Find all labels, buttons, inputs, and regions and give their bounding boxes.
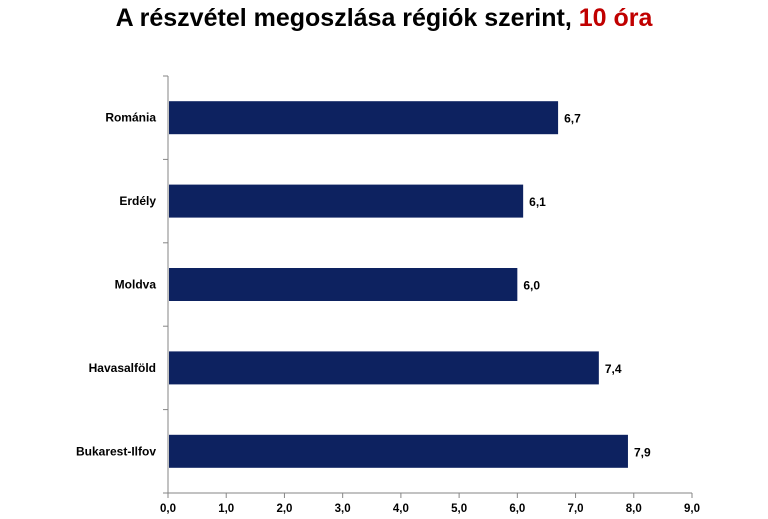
data-label: 6,0 (523, 279, 540, 293)
chart-title: A részvétel megoszlása régiók szerint, 1… (0, 4, 768, 33)
bar (169, 351, 599, 385)
data-label: 6,1 (529, 195, 546, 209)
bar (169, 184, 524, 218)
chart-bars (169, 101, 628, 468)
bar (169, 434, 628, 468)
x-tick-label: 6,0 (509, 503, 525, 515)
category-label: Havasalföld (89, 361, 156, 375)
category-label: Erdély (119, 194, 156, 208)
x-tick-label: 5,0 (451, 503, 467, 515)
x-tick-label: 7,0 (568, 503, 584, 515)
category-label: Románia (105, 111, 156, 125)
x-tick-label: 2,0 (276, 503, 292, 515)
category-label: Moldva (115, 278, 157, 292)
bar (169, 268, 518, 301)
x-tick-label: 8,0 (626, 503, 642, 515)
x-tick-label: 0,0 (160, 503, 176, 515)
data-label: 7,4 (605, 362, 622, 376)
chart-title-accent: 10 óra (578, 4, 653, 32)
chart-title-main: A részvétel megoszlása régiók szerint, (115, 4, 572, 32)
x-tick-label: 4,0 (393, 503, 409, 515)
chart-axes (163, 75, 693, 498)
data-label: 6,7 (564, 112, 581, 126)
category-label: Bukarest-Ilfov (76, 444, 156, 458)
x-tick-label: 3,0 (335, 503, 351, 515)
x-tick-label: 9,0 (684, 503, 700, 515)
chart-labels: 0,0 1,0 2,0 3,0 4,0 5,0 6,0 7,0 8,0 9,0 Románia 6,7… (76, 111, 700, 515)
bar (169, 101, 559, 135)
x-tick-label: 1,0 (218, 503, 234, 515)
data-label: 7,9 (634, 445, 651, 459)
